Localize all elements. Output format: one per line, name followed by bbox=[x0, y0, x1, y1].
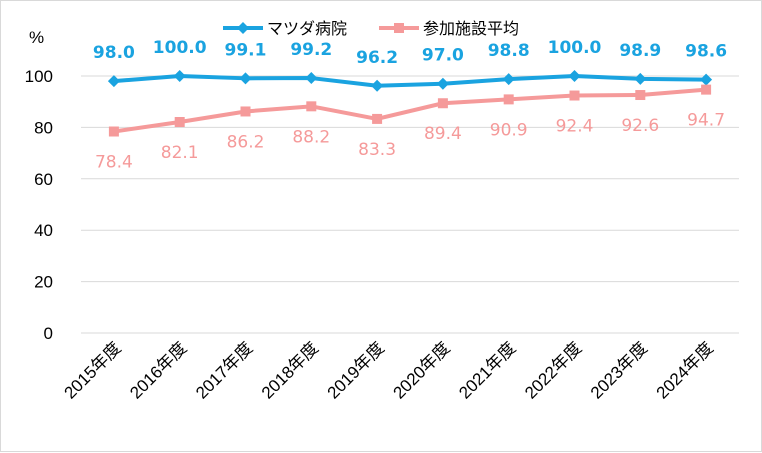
y-tick-label: 100 bbox=[25, 67, 53, 86]
data-label: 82.1 bbox=[161, 143, 199, 163]
data-point bbox=[502, 73, 515, 86]
x-tick-label: 2021年度 bbox=[455, 338, 519, 402]
data-point bbox=[173, 70, 186, 82]
series-layer bbox=[107, 70, 713, 137]
y-axis-ticks: 0 20 40 60 80 100 bbox=[25, 67, 53, 343]
data-label: 99.2 bbox=[290, 40, 332, 60]
data-label: 97.0 bbox=[422, 46, 464, 66]
y-tick-label: 40 bbox=[34, 221, 53, 240]
data-label: 83.3 bbox=[358, 140, 396, 160]
data-point bbox=[306, 101, 317, 112]
data-point bbox=[568, 70, 581, 82]
data-label: 98.8 bbox=[488, 41, 530, 61]
data-point bbox=[700, 73, 713, 86]
y-tick-label: 60 bbox=[34, 170, 53, 189]
legend-marker-average bbox=[394, 23, 404, 33]
series-line bbox=[113, 74, 707, 88]
series-line bbox=[113, 87, 707, 134]
legend-label-mazda: マツダ病院 bbox=[267, 20, 347, 38]
data-label: 78.4 bbox=[95, 153, 133, 173]
data-point bbox=[240, 106, 251, 117]
x-tick-label: 2023年度 bbox=[587, 338, 651, 402]
data-point bbox=[569, 90, 580, 101]
x-tick-label: 2015年度 bbox=[61, 338, 125, 402]
data-label: 86.2 bbox=[227, 132, 265, 152]
x-tick-label: 2020年度 bbox=[390, 338, 454, 402]
data-label: 99.1 bbox=[225, 40, 267, 60]
y-tick-label: 0 bbox=[44, 324, 53, 343]
data-point bbox=[108, 126, 119, 137]
data-point bbox=[371, 79, 384, 92]
data-point bbox=[305, 72, 318, 85]
data-point bbox=[107, 75, 120, 88]
data-labels: 98.0 100.0 99.1 99.2 96.2 97.0 98.8 100.0 98.9 98… bbox=[93, 38, 727, 173]
data-point bbox=[239, 72, 252, 85]
data-label: 100.0 bbox=[153, 38, 207, 58]
x-tick-label: 2022年度 bbox=[521, 338, 585, 402]
data-label: 89.4 bbox=[424, 124, 462, 144]
data-point bbox=[372, 113, 383, 124]
x-tick-label: 2024年度 bbox=[653, 338, 717, 402]
data-label: 100.0 bbox=[548, 38, 602, 58]
data-label: 92.4 bbox=[556, 117, 594, 137]
x-tick-label: 2016年度 bbox=[126, 338, 190, 402]
x-tick-label: 2017年度 bbox=[192, 338, 256, 402]
data-label: 88.2 bbox=[292, 127, 330, 147]
data-label: 98.6 bbox=[685, 42, 727, 62]
data-label: 90.9 bbox=[490, 120, 528, 140]
data-point bbox=[437, 98, 448, 109]
legend: マツダ病院 参加施設平均 bbox=[223, 20, 519, 38]
gridlines bbox=[81, 75, 739, 334]
legend-marker-mazda bbox=[237, 22, 249, 34]
data-label: 96.2 bbox=[356, 48, 398, 68]
x-tick-label: 2018年度 bbox=[258, 338, 322, 402]
data-label: 92.6 bbox=[621, 116, 659, 136]
data-label: 94.7 bbox=[687, 111, 725, 131]
data-point bbox=[174, 117, 185, 128]
data-point bbox=[634, 72, 647, 85]
data-point bbox=[635, 90, 646, 101]
x-axis-ticks: 2015年度 2016年度 2017年度 2018年度 2019年度 2020年度 2021… bbox=[61, 338, 717, 402]
x-tick-label: 2019年度 bbox=[324, 338, 388, 402]
data-label: 98.9 bbox=[619, 41, 661, 61]
y-tick-label: 20 bbox=[34, 273, 53, 292]
y-axis-unit: % bbox=[29, 28, 44, 47]
data-point bbox=[701, 84, 712, 95]
data-label: 98.0 bbox=[93, 43, 135, 63]
y-tick-label: 80 bbox=[34, 118, 53, 137]
data-point bbox=[503, 94, 514, 105]
legend-label-average: 参加施設平均 bbox=[423, 20, 519, 38]
data-point bbox=[436, 77, 449, 90]
